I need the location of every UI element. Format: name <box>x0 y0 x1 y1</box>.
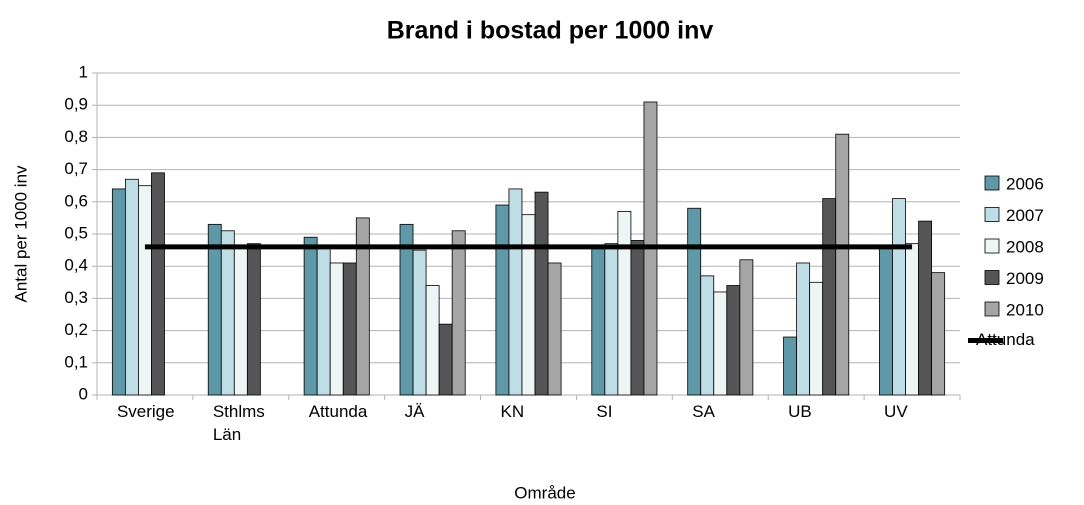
bar <box>303 236 318 396</box>
bar <box>809 281 824 396</box>
bar <box>138 185 152 396</box>
x-tick-label: SA <box>692 402 715 421</box>
x-tick-label: Sthlms Län <box>213 402 265 444</box>
legend-swatch <box>984 238 1000 254</box>
bar <box>879 246 893 396</box>
bar <box>151 172 165 396</box>
bar <box>412 249 427 396</box>
bar <box>329 262 344 396</box>
bar <box>233 246 248 396</box>
bar <box>931 272 946 396</box>
y-tick-label: 0,1 <box>64 352 88 371</box>
y-axis-label: Antal per 1000 inv <box>11 165 30 303</box>
legend-label: 2008 <box>1006 237 1044 256</box>
x-tick-label: KN <box>501 402 525 421</box>
bar <box>905 243 919 396</box>
y-tick-label: 1 <box>79 62 88 81</box>
y-tick-label: 0,3 <box>64 288 88 307</box>
legend-swatch <box>984 207 1000 222</box>
y-tick-label: 0,8 <box>64 127 88 146</box>
bar <box>438 323 453 396</box>
bar <box>630 240 645 396</box>
legend-swatch <box>984 301 1000 317</box>
x-tick-label: JÄ <box>405 402 426 421</box>
legend-label: 2007 <box>1006 206 1044 225</box>
x-tick-label: Sverige <box>117 402 175 421</box>
x-tick-label: SI <box>596 402 612 421</box>
bar <box>713 291 728 396</box>
bar <box>124 178 139 396</box>
bar <box>220 230 235 396</box>
legend-swatch <box>984 175 1000 191</box>
bar <box>783 336 798 396</box>
bar <box>111 188 126 396</box>
bar <box>495 204 510 396</box>
bar <box>604 243 619 396</box>
bar <box>342 262 357 396</box>
bar <box>918 220 933 396</box>
y-tick-label: 0,4 <box>64 256 88 275</box>
bar <box>822 198 837 396</box>
y-tick-label: 0,2 <box>64 320 88 339</box>
x-tick-label: Attunda <box>309 402 368 421</box>
bar <box>739 259 754 396</box>
bar <box>508 188 523 396</box>
bar <box>316 246 331 396</box>
legend-label: 2010 <box>1006 300 1044 319</box>
legend-label: Attunda <box>976 330 1035 349</box>
bar <box>796 262 811 396</box>
y-tick-label: 0,5 <box>64 223 88 242</box>
bar <box>355 217 370 396</box>
bar <box>591 246 606 396</box>
bar <box>534 191 549 396</box>
bar <box>399 223 414 396</box>
bar <box>892 198 906 396</box>
y-tick-label: 0 <box>79 384 88 403</box>
legend-label: 2006 <box>1006 174 1044 193</box>
bar <box>835 133 850 396</box>
bar <box>617 211 632 396</box>
x-tick-label: UB <box>788 402 812 421</box>
bar <box>726 285 741 396</box>
legend-swatch <box>984 270 1000 285</box>
bar <box>700 275 715 396</box>
bar <box>425 285 440 396</box>
x-axis-label: Område <box>514 483 575 502</box>
bar <box>687 207 702 396</box>
y-tick-label: 0,7 <box>64 159 88 178</box>
y-tick-label: 0,9 <box>64 95 88 114</box>
chart-title: Brand i bostad per 1000 inv <box>387 17 714 45</box>
legend-label: 2009 <box>1006 269 1044 288</box>
bar <box>451 230 466 396</box>
bar <box>547 262 562 396</box>
bar <box>207 223 222 396</box>
bar <box>521 214 536 396</box>
bar <box>246 243 261 396</box>
x-tick-label: UV <box>884 402 908 421</box>
y-tick-label: 0,6 <box>64 191 88 210</box>
